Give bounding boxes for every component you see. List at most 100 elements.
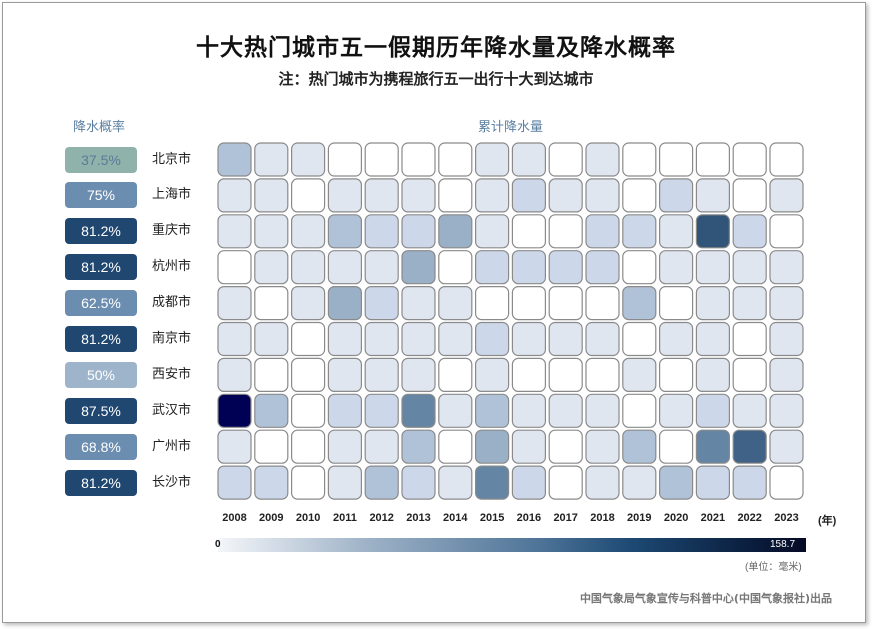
- heatmap-cell: [475, 321, 510, 357]
- heatmap-cell: [327, 286, 362, 321]
- probability-badge: 81.2%: [65, 469, 137, 496]
- year-tick-label: 2018: [590, 512, 615, 524]
- heatmap-cell: [217, 178, 252, 213]
- heatmap-cell: [622, 250, 657, 285]
- heatmap-cell: [585, 178, 620, 213]
- city-label: 西安市: [152, 366, 192, 382]
- heatmap-cell: [291, 429, 326, 464]
- heatmap-cell: [658, 465, 694, 500]
- city-label: 武汉市: [152, 402, 192, 418]
- heatmap-cell: [769, 214, 804, 249]
- heatmap-cell: [511, 393, 547, 428]
- x-unit-label: (年): [818, 515, 837, 527]
- heatmap-cell: [769, 250, 804, 285]
- heatmap-cell: [622, 286, 657, 321]
- heatmap-cell: [511, 142, 547, 177]
- heatmap-cell: [585, 214, 620, 249]
- heatmap-cell: [254, 357, 289, 392]
- heatmap-cell: [622, 429, 657, 464]
- heatmap-cell: [291, 178, 326, 213]
- heatmap-cell: [438, 214, 473, 249]
- heatmap-cell: [364, 214, 399, 249]
- heatmap-cell: [548, 286, 583, 321]
- heatmap-cell: [732, 250, 767, 285]
- probability-badge: 81.2%: [65, 326, 137, 352]
- heatmap-cell: [475, 393, 510, 428]
- heatmap-cell: [511, 214, 547, 249]
- heatmap-cell: [769, 178, 804, 213]
- heatmap-cell: [438, 286, 473, 321]
- heatmap-cell: [769, 321, 804, 357]
- heatmap-cell: [291, 465, 326, 500]
- unit-label: (单位：毫米): [745, 562, 802, 573]
- year-tick-label: 2023: [774, 512, 799, 524]
- heatmap-cell: [364, 465, 399, 500]
- heatmap-cell: [254, 250, 289, 285]
- heatmap-cell: [364, 357, 399, 392]
- heatmap-cell: [695, 214, 731, 249]
- chart-subtitle: 注：热门城市为携程旅行五一出行十大到达城市: [278, 70, 594, 88]
- heatmap-cell: [291, 357, 326, 392]
- probability-badge: 81.2%: [65, 218, 137, 245]
- heatmap-cell: [364, 393, 399, 428]
- heatmap-cell: [548, 214, 583, 249]
- scale-min-label: 0: [215, 539, 221, 550]
- heatmap-cell: [291, 393, 326, 428]
- heatmap-cell: [217, 357, 252, 392]
- probability-badge: 81.2%: [65, 254, 137, 281]
- heatmap-cell: [658, 321, 694, 357]
- heatmap-cell: [364, 429, 399, 464]
- heatmap-cell: [327, 250, 362, 285]
- heatmap-cell: [254, 429, 289, 464]
- heatmap-cell: [401, 142, 436, 177]
- heatmap-cell: [658, 429, 694, 464]
- heatmap-cell: [475, 142, 510, 177]
- heatmap-cell: [622, 142, 657, 177]
- heatmap-cell: [217, 214, 252, 249]
- heatmap-cell: [217, 393, 252, 428]
- heatmap-cell: [327, 465, 362, 500]
- heatmap-cell: [658, 142, 694, 177]
- color-scale-bar: [218, 538, 806, 552]
- city-label: 重庆市: [152, 223, 192, 239]
- heatmap-cell: [217, 465, 252, 500]
- heatmap-cell: [475, 286, 510, 321]
- heatmap-cell: [695, 286, 731, 321]
- heatmap-cell: [401, 357, 436, 392]
- heatmap-cell: [401, 321, 436, 357]
- heatmap-cell: [291, 286, 326, 321]
- heatmap-cell: [327, 393, 362, 428]
- heatmap-cell: [401, 178, 436, 213]
- heatmap-cell: [769, 429, 804, 464]
- probability-badge: 62.5%: [65, 290, 137, 317]
- year-tick-label: 2009: [259, 512, 284, 524]
- heatmap-cell: [585, 393, 620, 428]
- heatmap-cell: [585, 286, 620, 321]
- year-tick-label: 2014: [443, 512, 468, 524]
- heatmap-cell: [511, 178, 547, 213]
- heatmap-cell: [438, 429, 473, 464]
- heatmap-cell: [254, 321, 289, 357]
- heatmap-cell: [254, 178, 289, 213]
- probability-badge: 75%: [65, 182, 137, 209]
- heatmap-cell: [658, 393, 694, 428]
- heatmap-cell: [217, 250, 252, 285]
- heatmap-cell: [732, 286, 767, 321]
- heatmap-cell: [364, 142, 399, 177]
- year-tick-label: 2013: [406, 512, 431, 524]
- heatmap-cell: [511, 250, 547, 285]
- heatmap-cell: [695, 465, 731, 500]
- heatmap-cell: [622, 321, 657, 357]
- heatmap-cell: [217, 429, 252, 464]
- probability-header: 降水概率: [73, 120, 126, 135]
- heatmap-cell: [732, 357, 767, 392]
- heatmap-cell: [548, 357, 583, 392]
- heatmap-cell: [585, 465, 620, 500]
- heatmap-cell: [585, 250, 620, 285]
- heatmap-cell: [438, 250, 473, 285]
- probability-badge: 87.5%: [65, 397, 137, 424]
- heatmap-cell: [695, 393, 731, 428]
- heatmap-cell: [658, 286, 694, 321]
- heatmap-cell: [548, 429, 583, 464]
